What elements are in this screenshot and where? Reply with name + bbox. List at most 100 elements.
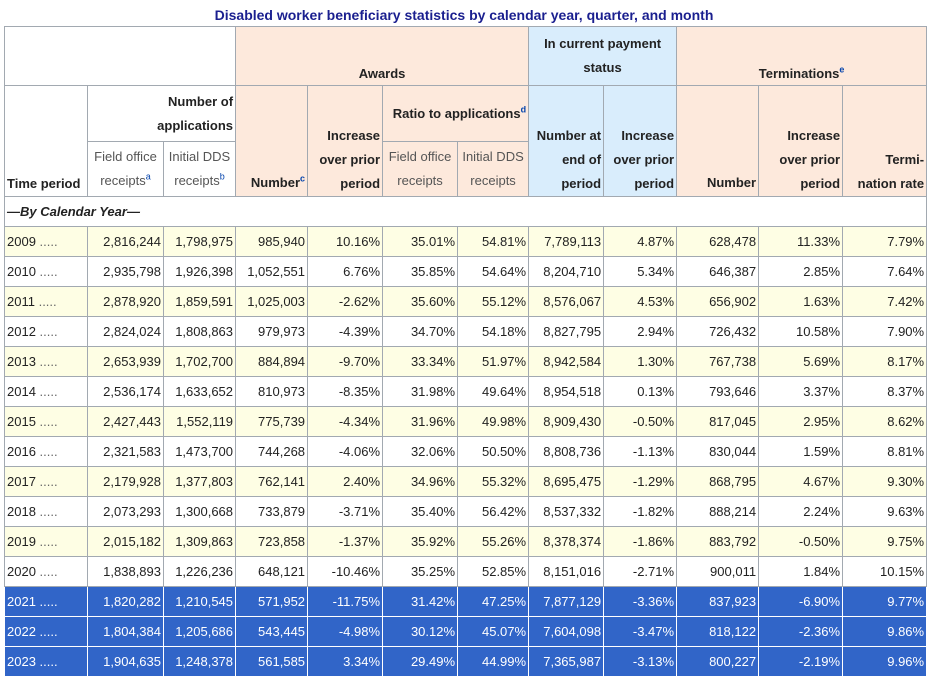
field-office-footnote-link[interactable]: a: [145, 171, 151, 182]
table-title: Disabled worker beneficiary statistics b…: [214, 7, 714, 23]
time-period-header: Time period: [4, 85, 88, 197]
initial-dds-receipts-cell: 1,808,863: [162, 316, 237, 347]
awards-increase-cell: 6.76%: [307, 256, 384, 287]
table-row: 2020 ..... 1,838,893 1,226,236 648,121 -10.4…: [4, 556, 928, 587]
year-label: 2015: [7, 414, 36, 429]
table-row: 2023 ..... 1,904,635 1,248,378 561,585 3.34%…: [4, 646, 928, 677]
ratio-field-office-cell: 33.34%: [382, 346, 459, 377]
time-period-cell: 2022 .....: [4, 616, 88, 647]
term-number-cell: 888,214: [676, 496, 760, 527]
awards-number-cell: 810,973: [235, 376, 309, 407]
year-label: 2013: [7, 354, 36, 369]
term-increase-cell: -0.50%: [758, 526, 844, 557]
row-dots: .....: [35, 624, 58, 639]
term-number-cell: 800,227: [676, 646, 760, 677]
time-period-cell: 2010 .....: [4, 256, 88, 287]
year-label: 2023: [7, 654, 36, 669]
pay-number-cell: 8,378,374: [528, 526, 605, 557]
ratio-initial-dds-header: Initial DDS receipts: [457, 141, 530, 197]
ratio-field-office-cell: 32.06%: [382, 436, 459, 467]
term-rate-cell: 8.81%: [842, 436, 928, 467]
term-number-cell: 817,045: [676, 406, 760, 437]
pay-number-cell: 7,604,098: [528, 616, 605, 647]
awards-number-cell: 561,585: [235, 646, 309, 677]
awards-number-label: Number: [250, 175, 301, 190]
table-row: 2015 ..... 2,427,443 1,552,119 775,739 -4.34…: [4, 406, 928, 437]
awards-increase-cell: -10.46%: [307, 556, 384, 587]
ratio-initial-dds-cell: 55.26%: [457, 526, 530, 557]
time-period-cell: 2019 .....: [4, 526, 88, 557]
year-label: 2017: [7, 474, 36, 489]
ratio-field-office-cell: 31.96%: [382, 406, 459, 437]
term-rate-cell: 9.30%: [842, 466, 928, 497]
initial-dds-receipts-cell: 1,859,591: [162, 286, 237, 317]
table-row: 2009 ..... 2,816,244 1,798,975 985,940 10.16…: [4, 226, 928, 257]
row-dots: .....: [34, 294, 57, 309]
awards-number-cell: 1,052,551: [235, 256, 309, 287]
pay-number-cell: 8,942,584: [528, 346, 605, 377]
term-increase-cell: 4.67%: [758, 466, 844, 497]
terminations-footnote-link[interactable]: e: [839, 64, 845, 75]
ratio-initial-dds-cell: 44.99%: [457, 646, 530, 677]
time-period-cell: 2014 .....: [4, 376, 88, 407]
awards-number-footnote-link[interactable]: c: [300, 173, 306, 184]
ratio-initial-dds-cell: 54.81%: [457, 226, 530, 257]
awards-number-cell: 543,445: [235, 616, 309, 647]
pay-increase-cell: -2.71%: [603, 556, 678, 587]
awards-number-cell: 775,739: [235, 406, 309, 437]
ratio-field-office-cell: 34.70%: [382, 316, 459, 347]
awards-increase-cell: -11.75%: [307, 586, 384, 617]
field-office-receipts-cell: 2,427,443: [87, 406, 164, 437]
table-row: 2011 ..... 2,878,920 1,859,591 1,025,003 -2.…: [4, 286, 928, 317]
table-row: 2013 ..... 2,653,939 1,702,700 884,894 -9.70…: [4, 346, 928, 377]
term-rate-cell: 7.90%: [842, 316, 928, 347]
ratio-initial-dds-cell: 45.07%: [457, 616, 530, 647]
terminations-label: Terminations: [758, 66, 840, 81]
awards-number-cell: 733,879: [235, 496, 309, 527]
pay-number-cell: 8,808,736: [528, 436, 605, 467]
term-increase-cell: -2.19%: [758, 646, 844, 677]
ratio-initial-dds-cell: 49.98%: [457, 406, 530, 437]
initial-dds-receipts-cell: 1,205,686: [162, 616, 237, 647]
field-office-receipts-cell: 1,804,384: [87, 616, 164, 647]
pay-increase-cell: 4.87%: [603, 226, 678, 257]
field-office-receipts-cell: 2,816,244: [87, 226, 164, 257]
pay-number-cell: 8,151,016: [528, 556, 605, 587]
awards-group-header: Awards: [235, 26, 530, 86]
pay-increase-cell: -1.29%: [603, 466, 678, 497]
term-increase-cell: 1.84%: [758, 556, 844, 587]
blank-header-cell: [3, 26, 237, 86]
initial-dds-receipts-cell: 1,926,398: [162, 256, 237, 287]
pay-number-header: Number at end of period: [528, 85, 605, 197]
ratio-footnote-link[interactable]: d: [520, 104, 527, 115]
term-increase-cell: 1.63%: [758, 286, 844, 317]
field-office-receipts-cell: 2,935,798: [87, 256, 164, 287]
awards-number-cell: 1,025,003: [235, 286, 309, 317]
table-row: 2016 ..... 2,321,583 1,473,700 744,268 -4.06…: [4, 436, 928, 467]
awards-number-cell: 884,894: [235, 346, 309, 377]
initial-dds-receipts-cell: 1,210,545: [162, 586, 237, 617]
row-dots: .....: [35, 594, 58, 609]
pay-increase-cell: 4.53%: [603, 286, 678, 317]
number-of-applications-header: Number of applications: [86, 85, 237, 142]
row-dots: .....: [35, 264, 58, 279]
term-number-cell: 837,923: [676, 586, 760, 617]
ratio-initial-dds-cell: 49.64%: [457, 376, 530, 407]
initial-dds-footnote-link[interactable]: b: [219, 171, 225, 182]
pay-number-cell: 8,576,067: [528, 286, 605, 317]
term-number-cell: 868,795: [676, 466, 760, 497]
ratio-initial-dds-cell: 52.85%: [457, 556, 530, 587]
ratio-initial-dds-cell: 54.18%: [457, 316, 530, 347]
time-period-cell: 2023 .....: [4, 646, 88, 677]
ratio-field-office-cell: 35.40%: [382, 496, 459, 527]
pay-increase-cell: -3.47%: [603, 616, 678, 647]
field-office-receipts-cell: 2,536,174: [87, 376, 164, 407]
term-number-cell: 900,011: [676, 556, 760, 587]
term-increase-cell: 10.58%: [758, 316, 844, 347]
ratio-label: Ratio to applications: [392, 105, 521, 121]
time-period-cell: 2009 .....: [4, 226, 88, 257]
awards-increase-cell: 3.34%: [307, 646, 384, 677]
term-number-cell: 793,646: [676, 376, 760, 407]
field-office-receipts-cell: 2,321,583: [87, 436, 164, 467]
row-dots: .....: [35, 354, 58, 369]
